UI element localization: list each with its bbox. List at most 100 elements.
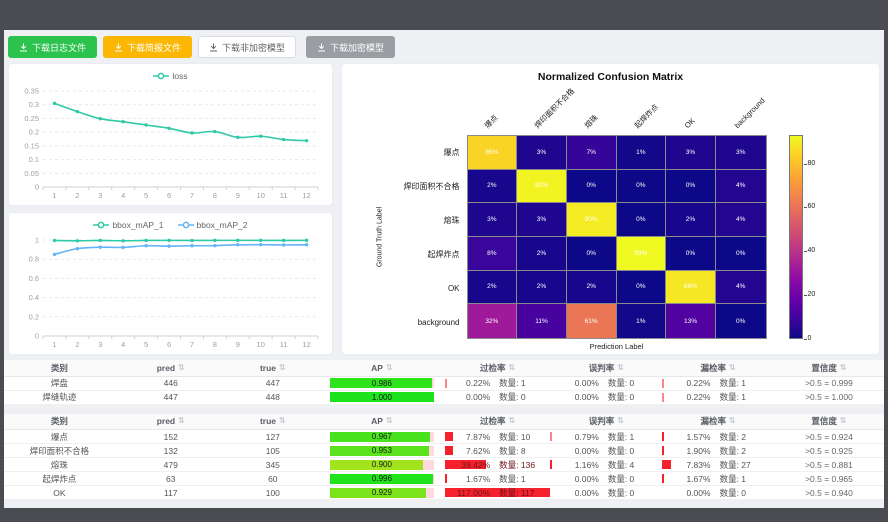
matrix-cell-5-2: 61% <box>566 304 617 338</box>
legend-item-loss[interactable]: loss <box>153 71 188 81</box>
matrix-cell-2-1: 3% <box>517 203 567 237</box>
sort-icon[interactable]: ⇅ <box>385 362 393 372</box>
sort-icon[interactable]: ⇅ <box>279 362 286 372</box>
rate-count: 数量: 1 <box>719 473 747 484</box>
sort-icon[interactable]: ⇅ <box>508 362 516 372</box>
col-header-误判率[interactable]: 误判率 ⇅ <box>550 413 663 430</box>
colorbar-tick <box>803 339 807 340</box>
rate-column-cell: 0.00% 数量: 0 <box>550 376 663 391</box>
svg-text:6: 6 <box>167 340 171 349</box>
sort-icon[interactable]: ⇅ <box>617 362 624 372</box>
matrix-cell-5-0: 32% <box>467 304 518 338</box>
ap-cell: 0.953 <box>319 443 445 458</box>
col-header-label: pred <box>156 416 176 427</box>
col-header-pred[interactable]: pred ⇅ <box>114 360 227 377</box>
rate-cell: 0.00% 数量: 0 <box>662 486 774 499</box>
pred-count-cell: 132 <box>114 443 227 458</box>
ap-value: 0.986 <box>371 378 392 388</box>
matrix-row-label: 熔珠 <box>443 215 460 225</box>
col-header-漏检率[interactable]: 漏检率 ⇅ <box>662 360 774 377</box>
legend-label: bbox_mAP_2 <box>196 219 248 230</box>
rate-count: 数量: 0 <box>607 445 635 456</box>
svg-text:12: 12 <box>302 191 310 200</box>
sort-icon[interactable]: ⇅ <box>178 416 185 426</box>
rate-cell: 0.00% 数量: 0 <box>445 391 551 404</box>
ap-bar <box>330 487 427 498</box>
rate-cell: 7.83% 数量: 27 <box>662 458 774 471</box>
rate-text: 1.90% 数量: 2 <box>662 444 774 457</box>
colorbar-tick-label: 80 <box>807 159 816 167</box>
download-log-button[interactable]: 下载日志文件 <box>8 36 98 58</box>
rate-text: 39.42% 数量: 136 <box>445 458 551 471</box>
col-header-label: 类别 <box>50 416 68 427</box>
rate-percent: 0.00% <box>574 445 599 456</box>
sort-icon[interactable]: ⇅ <box>178 362 185 372</box>
ap-bar-track: 1.000 <box>330 392 434 402</box>
svg-text:5: 5 <box>144 340 148 349</box>
confidence-cell: >0.5 = 0.881 <box>773 457 884 472</box>
legend-item-bbox_mAP_2[interactable]: bbox_mAP_2 <box>177 219 248 230</box>
rate-text: 7.83% 数量: 27 <box>662 458 774 471</box>
svg-text:11: 11 <box>280 191 288 200</box>
col-header-true[interactable]: true ⇅ <box>226 360 320 377</box>
col-header-置信度[interactable]: 置信度 ⇅ <box>773 413 884 430</box>
rate-count: 数量: 1 <box>719 378 747 388</box>
sort-icon[interactable]: ⇅ <box>728 362 736 372</box>
col-header-过检率[interactable]: 过检率 ⇅ <box>444 360 551 377</box>
col-header-label: 置信度 <box>811 362 837 373</box>
table-row: 起焊炸点 63 60 0.996 1.67% 数量: 1 0.00% 数量: 0 1.67% 数量… <box>4 471 884 486</box>
rate-count: 数量: 27 <box>719 459 751 470</box>
col-header-pred[interactable]: pred ⇅ <box>114 413 227 430</box>
true-count-cell: 448 <box>226 390 320 405</box>
rate-column-cell: 7.83% 数量: 27 <box>662 457 774 472</box>
rate-cell: 7.87% 数量: 10 <box>444 430 551 443</box>
true-count-cell: 60 <box>226 471 320 486</box>
download-plain-model-button[interactable]: 下载非加密模型 <box>198 36 297 58</box>
ap-cell: 0.900 <box>319 457 445 472</box>
rate-count: 数量: 8 <box>499 445 526 456</box>
ap-bar <box>330 392 434 402</box>
col-header-ap[interactable]: AP ⇅ <box>319 413 445 430</box>
sort-icon[interactable]: ⇅ <box>279 416 286 426</box>
col-header-true[interactable]: true ⇅ <box>226 413 320 430</box>
rate-column-cell: 1.16% 数量: 4 <box>550 457 663 472</box>
col-header-class: 类别 <box>4 413 115 430</box>
sort-icon[interactable]: ⇅ <box>839 416 847 426</box>
colorbar-tick <box>803 207 807 209</box>
rate-text: 0.22% 数量: 1 <box>445 377 551 390</box>
ap-bar-track: 0.900 <box>330 459 434 470</box>
matrix-cell-0-0: 85% <box>467 136 518 170</box>
rate-cell: 1.67% 数量: 1 <box>444 472 551 485</box>
rate-percent: 1.57% <box>686 431 711 442</box>
col-header-误判率[interactable]: 误判率 ⇅ <box>550 360 663 377</box>
sort-icon[interactable]: ⇅ <box>385 416 393 426</box>
svg-text:9: 9 <box>236 340 240 349</box>
sort-icon[interactable]: ⇅ <box>508 416 516 426</box>
matrix-cell-0-1: 3% <box>517 136 567 170</box>
legend-item-bbox_mAP_1[interactable]: bbox_mAP_1 <box>93 220 164 230</box>
rate-percent: 0.00% <box>686 487 711 498</box>
sort-icon[interactable]: ⇅ <box>617 416 624 426</box>
download-encrypted-model-button[interactable]: 下载加密模型 <box>306 36 396 58</box>
svg-text:3: 3 <box>98 191 102 200</box>
download-report-button[interactable]: 下载简报文件 <box>103 36 193 58</box>
pred-count-cell: 447 <box>114 390 227 405</box>
confidence-cell: >0.5 = 0.924 <box>773 429 884 444</box>
download-icon <box>114 43 123 52</box>
table-row: 焊盘 446 447 0.986 0.22% 数量: 1 0.00% 数量: 0 0.22% 数量… <box>4 376 884 391</box>
sort-icon[interactable]: ⇅ <box>839 362 847 372</box>
rate-cell: 1.67% 数量: 1 <box>662 472 774 485</box>
svg-text:9: 9 <box>236 191 240 200</box>
rate-percent: 0.00% <box>574 487 599 498</box>
col-header-置信度[interactable]: 置信度 ⇅ <box>773 360 884 377</box>
matrix-row-label: OK <box>447 283 460 293</box>
rate-cell: 0.00% 数量: 0 <box>550 391 662 404</box>
matrix-cell-0-4: 3% <box>666 136 716 170</box>
col-header-ap[interactable]: AP ⇅ <box>319 360 445 377</box>
sort-icon[interactable]: ⇅ <box>728 416 736 426</box>
col-header-漏检率[interactable]: 漏检率 ⇅ <box>662 413 774 430</box>
colorbar-tick <box>803 295 807 297</box>
col-header-过检率[interactable]: 过检率 ⇅ <box>444 413 551 430</box>
matrix-y-axis-label: Ground Truth Label <box>376 206 383 268</box>
rate-percent: 7.62% <box>466 445 491 456</box>
